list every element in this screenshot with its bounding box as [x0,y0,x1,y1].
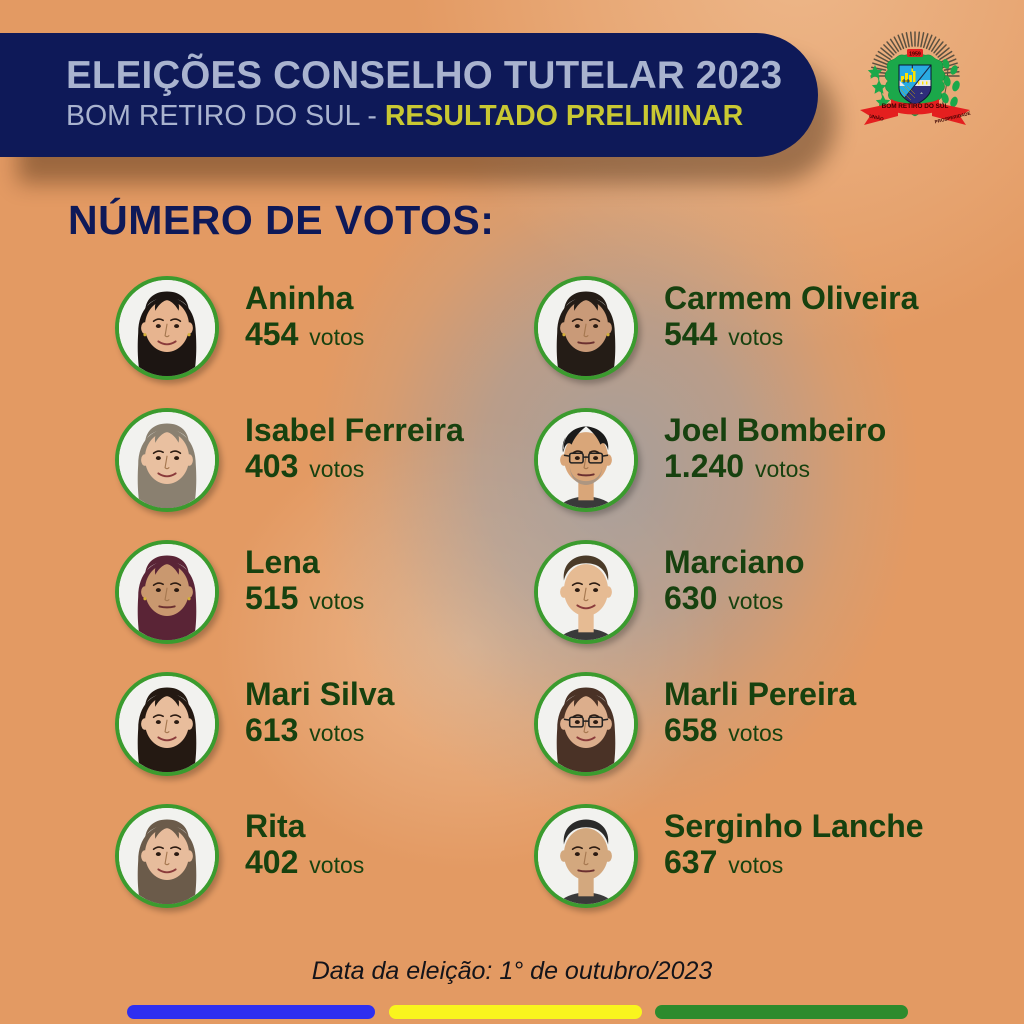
svg-text:BOM RETIRO DO SUL: BOM RETIRO DO SUL [882,103,949,110]
svg-text:1959: 1959 [909,51,921,57]
